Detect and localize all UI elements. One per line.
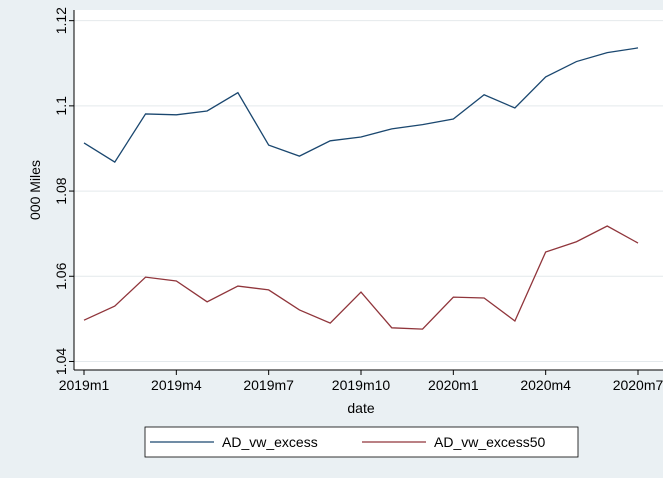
x-tick-label: 2020m1 bbox=[428, 377, 479, 393]
legend-label: AD_vw_excess50 bbox=[434, 434, 545, 450]
x-tick-label: 2019m7 bbox=[243, 377, 294, 393]
legend-label: AD_vw_excess bbox=[222, 434, 318, 450]
x-tick-label: 2019m4 bbox=[151, 377, 202, 393]
series-line bbox=[83, 47, 639, 163]
x-axis-title: date bbox=[347, 400, 374, 416]
x-tick-label: 2020m7 bbox=[613, 377, 663, 393]
y-tick-label: 1.04 bbox=[53, 348, 69, 375]
y-axis-title: 000 Miles bbox=[27, 160, 43, 220]
x-tick-label: 2019m10 bbox=[332, 377, 391, 393]
y-tick-label: 1.08 bbox=[53, 177, 69, 204]
y-tick-label: 1.12 bbox=[53, 7, 69, 34]
plot-area bbox=[74, 10, 663, 370]
legend bbox=[144, 426, 579, 458]
x-tick-label: 2020m4 bbox=[520, 377, 571, 393]
x-tick-label: 2019m1 bbox=[59, 377, 110, 393]
y-tick-label: 1.1 bbox=[53, 96, 69, 116]
series-line bbox=[83, 225, 639, 330]
y-tick-label: 1.06 bbox=[53, 262, 69, 289]
